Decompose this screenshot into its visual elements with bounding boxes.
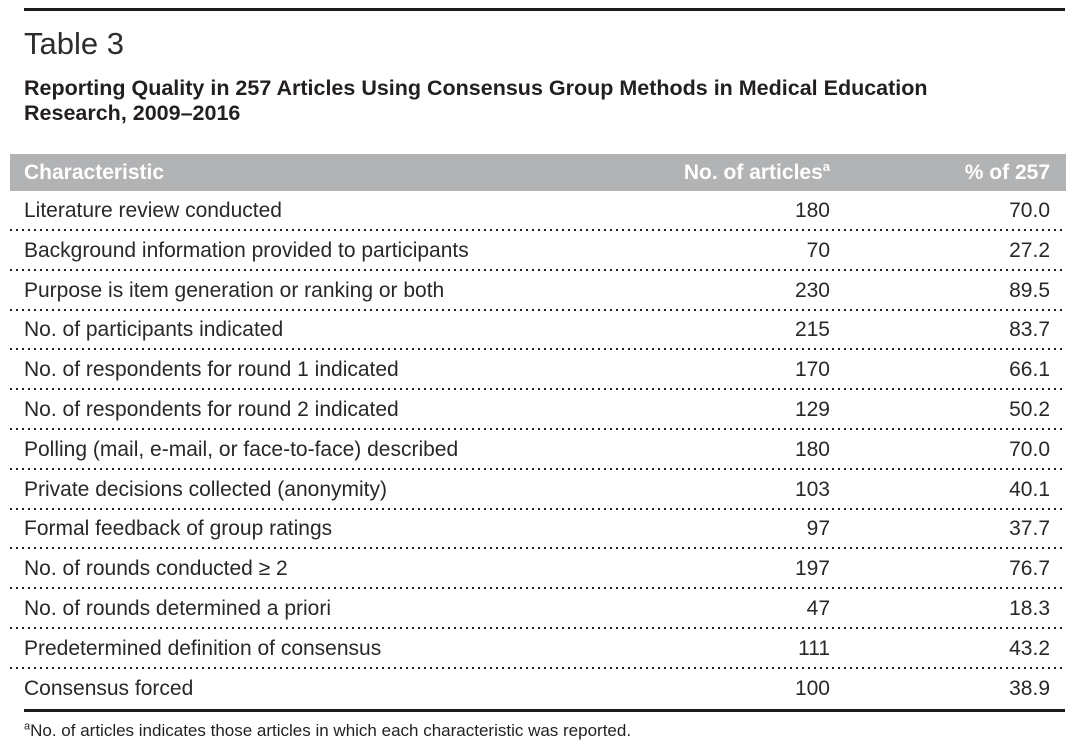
cell-characteristic: Predetermined definition of consensus <box>24 636 382 660</box>
cell-articles: 215 <box>794 318 830 342</box>
cell-percent: 37.7 <box>1009 517 1050 541</box>
cell-articles: 230 <box>794 278 830 302</box>
table-title: Reporting Quality in 257 Articles Using … <box>24 75 928 126</box>
cell-characteristic: Consensus forced <box>24 676 194 700</box>
footnote-text: No. of articles indicates those articles… <box>30 720 632 740</box>
cell-percent: 43.2 <box>1009 636 1050 660</box>
table-row: Background information provided to parti… <box>10 230 1066 271</box>
cell-characteristic: No. of respondents for round 2 indicated <box>24 398 399 422</box>
cell-percent: 40.1 <box>1009 477 1050 501</box>
table-row: Polling (mail, e-mail, or face-to-face) … <box>10 429 1066 470</box>
data-table: Characteristic No. of articlesa % of 257… <box>10 154 1066 708</box>
cell-percent: 70.0 <box>1009 437 1050 461</box>
cell-articles: 47 <box>806 597 830 620</box>
cell-percent: 83.7 <box>1009 318 1050 342</box>
column-header-articles-label: No. of articles <box>683 160 823 184</box>
cell-percent: 38.9 <box>1009 676 1050 700</box>
table-row: Purpose is item generation or ranking or… <box>10 270 1066 311</box>
table-row: No. of participants indicated 215 83.7 <box>10 310 1066 351</box>
table-row: Predetermined definition of consensus 11… <box>10 628 1066 669</box>
cell-characteristic: Purpose is item generation or ranking or… <box>24 278 445 302</box>
cell-articles: 197 <box>794 557 830 581</box>
cell-characteristic: No. of rounds determined a priori <box>24 597 331 620</box>
cell-characteristic: No. of participants indicated <box>24 318 284 342</box>
cell-articles: 103 <box>794 477 830 501</box>
cell-percent: 18.3 <box>1009 597 1050 620</box>
cell-percent: 70.0 <box>1009 199 1050 223</box>
bottom-rule-divider <box>24 708 1065 712</box>
top-rule-divider <box>24 8 1065 11</box>
table-row: No. of respondents for round 2 indicated… <box>10 390 1066 430</box>
column-header-characteristic: Characteristic <box>24 160 165 184</box>
cell-articles: 180 <box>794 199 830 223</box>
cell-articles: 70 <box>806 238 830 262</box>
cell-characteristic: Private decisions collected (anonymity) <box>24 477 387 501</box>
cell-articles: 97 <box>806 517 830 541</box>
cell-articles: 111 <box>798 636 830 660</box>
cell-articles: 170 <box>794 358 830 382</box>
cell-characteristic: No. of respondents for round 1 indicated <box>24 358 399 382</box>
cell-characteristic: Polling (mail, e-mail, or face-to-face) … <box>24 437 459 461</box>
cell-percent: 76.7 <box>1009 557 1050 581</box>
table-row: Private decisions collected (anonymity) … <box>10 469 1066 510</box>
footnote-marker-superscript: a <box>822 158 830 174</box>
cell-percent: 27.2 <box>1009 238 1050 262</box>
footnote-marker: a <box>24 719 31 732</box>
cell-characteristic: Literature review conducted <box>24 199 282 223</box>
cell-percent: 50.2 <box>1009 398 1050 422</box>
table-row: No. of rounds determined a priori 47 18.… <box>10 589 1066 629</box>
table-label: Table 3 <box>24 26 124 61</box>
column-header-articles: No. of articlesa <box>620 158 830 185</box>
table-row: No. of respondents for round 1 indicated… <box>10 350 1066 391</box>
table-footnote: aNo. of articles indicates those article… <box>24 719 1077 741</box>
cell-articles: 129 <box>794 398 830 422</box>
column-header-percent: % of 257 <box>964 160 1050 184</box>
cell-percent: 89.5 <box>1009 278 1050 302</box>
cell-percent: 66.1 <box>1009 358 1050 382</box>
table-row: Literature review conducted 180 70.0 <box>10 191 1066 231</box>
table-row: Formal feedback of group ratings 97 37.7 <box>10 509 1066 550</box>
cell-characteristic: Formal feedback of group ratings <box>24 517 333 541</box>
table-header-row: Characteristic No. of articlesa % of 257 <box>10 154 1066 192</box>
cell-articles: 180 <box>794 437 830 461</box>
cell-articles: 100 <box>794 676 830 700</box>
cell-characteristic: No. of rounds conducted ≥ 2 <box>24 557 288 581</box>
cell-characteristic: Background information provided to parti… <box>24 238 469 262</box>
table-row: No. of rounds conducted ≥ 2 197 76.7 <box>10 549 1066 590</box>
table-row: Consensus forced 100 38.9 <box>10 669 1066 709</box>
